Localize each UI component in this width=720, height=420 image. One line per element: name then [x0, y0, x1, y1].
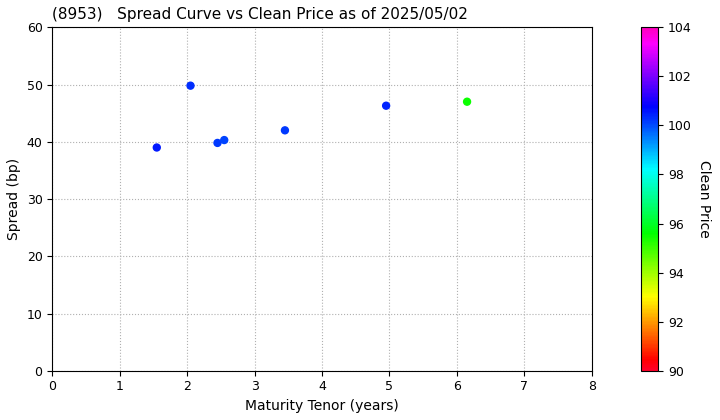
Point — [380, 102, 392, 109]
Point — [212, 139, 223, 146]
Text: (8953)   Spread Curve vs Clean Price as of 2025/05/02: (8953) Spread Curve vs Clean Price as of… — [53, 7, 468, 22]
Point — [279, 127, 291, 134]
Y-axis label: Spread (bp): Spread (bp) — [7, 158, 21, 240]
Point — [151, 144, 163, 151]
Y-axis label: Clean Price: Clean Price — [698, 160, 711, 238]
Point — [462, 98, 473, 105]
Point — [218, 136, 230, 143]
Point — [185, 82, 197, 89]
X-axis label: Maturity Tenor (years): Maturity Tenor (years) — [246, 399, 399, 413]
